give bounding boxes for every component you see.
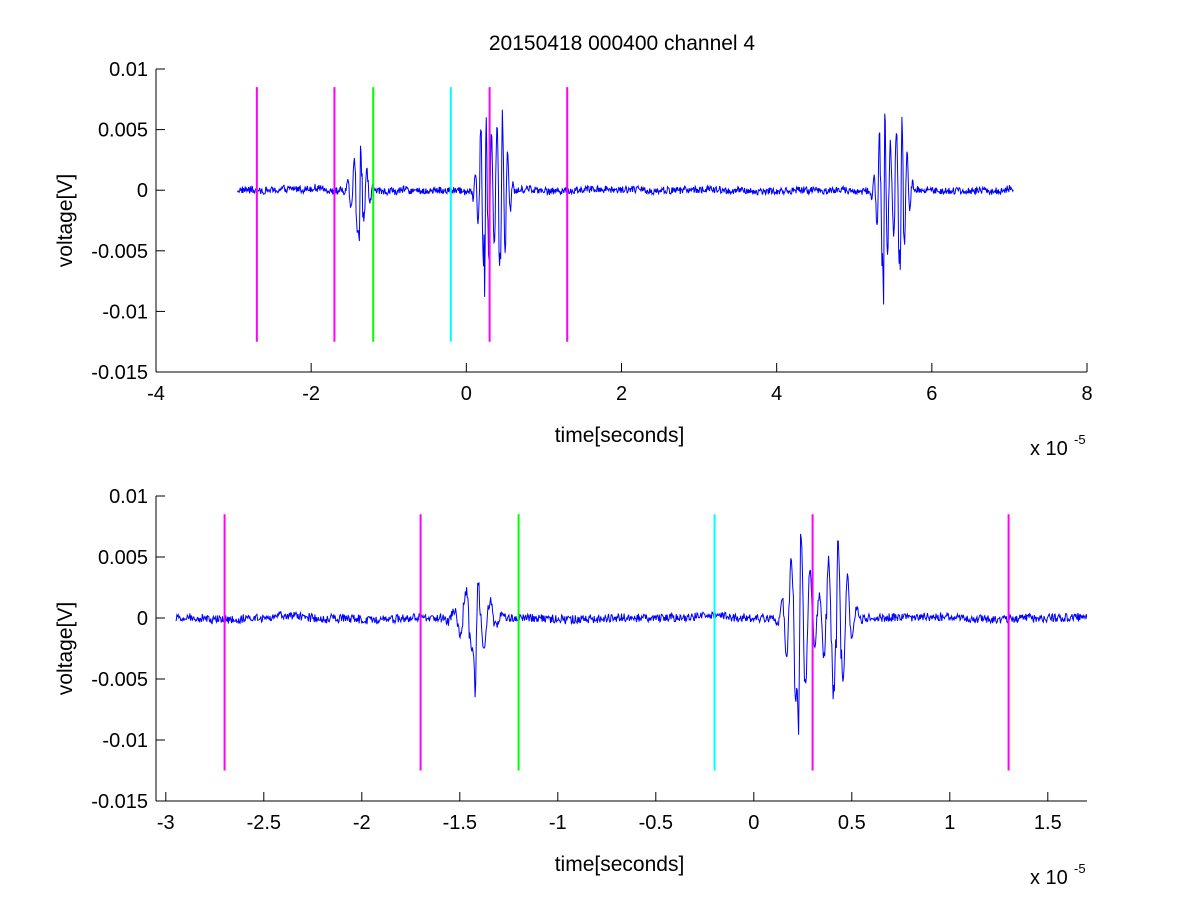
y-tick-label: 0 xyxy=(137,608,148,630)
x-tick-label: -1 xyxy=(549,812,567,834)
x-tick-label: 6 xyxy=(926,383,937,405)
x-tick-label: 4 xyxy=(771,383,782,405)
bottom-plot: 0.01 0.005 0 -0.005 -0.01 -0.015 -3 -2.5 -2 -1.5 -… xyxy=(54,486,1087,889)
x-tick-label: -3 xyxy=(157,812,175,834)
y-tick-label: 0.005 xyxy=(98,120,148,142)
x-exponent-power: -5 xyxy=(1074,432,1086,447)
x-exponent-label: x 10 xyxy=(1030,438,1068,460)
y-tick-label: -0.015 xyxy=(91,791,148,813)
chart-title: 20150418 000400 channel 4 xyxy=(489,32,756,55)
x-axis-label: time[seconds] xyxy=(555,424,685,447)
x-tick-label: -2 xyxy=(302,383,320,405)
x-axis-label: time[seconds] xyxy=(555,853,685,876)
y-axis-label: voltage[V] xyxy=(54,602,77,695)
x-tick-label: 0 xyxy=(748,812,759,834)
y-tick-label: -0.01 xyxy=(102,730,148,752)
y-tick-label: 0 xyxy=(137,180,148,202)
x-tick-label: -2 xyxy=(353,812,371,834)
x-tick-label: -0.5 xyxy=(639,812,673,834)
x-tick-label: -1.5 xyxy=(443,812,477,834)
y-tick-label: -0.005 xyxy=(91,241,148,263)
x-tick-label: 0 xyxy=(461,383,472,405)
y-tick-label: 0.005 xyxy=(98,547,148,569)
top-plot: 0.01 0.005 0 -0.005 -0.01 -0.015-4 -2 0 2 4 6 8 time… xyxy=(54,59,1093,460)
x-tick-label: -2.5 xyxy=(247,812,281,834)
x-exponent-label: x 10 xyxy=(1030,867,1068,889)
y-tick-label: 0.01 xyxy=(109,59,148,81)
x-tick-label: 2 xyxy=(616,383,627,405)
x-tick-label: 8 xyxy=(1081,383,1092,405)
signal-trace xyxy=(175,533,1087,735)
x-exponent-power: -5 xyxy=(1074,861,1086,876)
y-axis-label: voltage[V] xyxy=(54,174,77,267)
y-tick-label: -0.015 xyxy=(91,362,148,384)
y-tick-label: 0.01 xyxy=(109,486,148,508)
x-tick-label: 1 xyxy=(944,812,955,834)
x-tick-label: 0.5 xyxy=(838,812,866,834)
y-tick-label: -0.01 xyxy=(102,301,148,323)
x-tick-label: 1.5 xyxy=(1034,812,1062,834)
y-tick-label: -0.005 xyxy=(91,669,148,691)
x-tick-label: -4 xyxy=(147,383,165,405)
signal-trace xyxy=(237,109,1014,305)
